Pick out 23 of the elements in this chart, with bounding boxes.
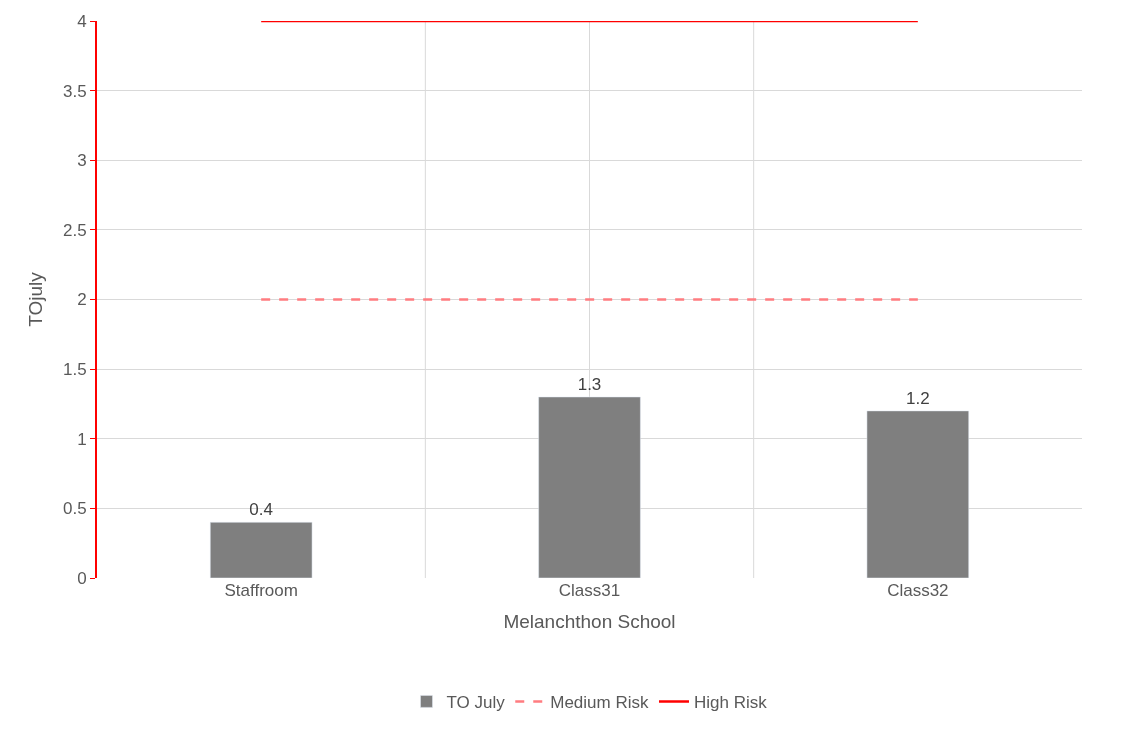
bar [866,410,969,578]
y-tick-label: 4 [77,11,87,31]
legend-label: High Risk [694,693,768,713]
data-label: 1.2 [906,388,930,408]
y-axis-title: TOjuly [25,271,47,327]
legend-label: TO July [446,693,506,713]
data-label: 1.3 [577,374,602,394]
y-tick-label: 2.5 [62,220,87,240]
data-label: 0.4 [249,500,273,520]
y-tick-label: 0.5 [62,499,87,519]
bar [538,396,641,578]
legend-label: Medium Risk [550,693,649,713]
x-tick-label: Staffroom [224,581,298,600]
y-tick-label: 3 [77,151,87,171]
bar [210,522,313,578]
y-tick-label: 3.5 [62,81,87,101]
y-tick-label: 0 [77,568,87,588]
x-tick-label: Class31 [558,581,621,600]
y-tick-label: 2 [77,290,87,310]
x-axis-title: Melanchthon School [503,610,676,632]
y-tick-label: 1 [77,429,87,449]
y-tick-label: 1.5 [62,360,87,380]
x-tick-label: Class32 [887,581,949,600]
